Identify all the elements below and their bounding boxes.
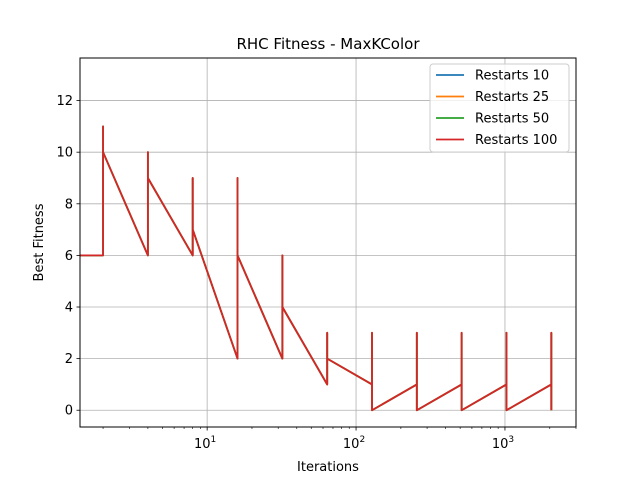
series-lines — [80, 125, 553, 412]
x-tick-base: 10 — [194, 437, 211, 452]
x-axis-label: Iterations — [297, 460, 359, 475]
y-tick-label: 4 — [65, 301, 73, 316]
y-tick-label: 8 — [65, 197, 73, 212]
y-tick-label: 2 — [65, 352, 73, 367]
x-tick-exponent: 3 — [508, 435, 514, 445]
series-line — [80, 125, 553, 412]
x-tick-exponent: 1 — [211, 435, 217, 445]
y-axis-label: Best Fitness — [32, 203, 47, 281]
plot-frame — [79, 57, 577, 428]
y-tick-label: 10 — [56, 146, 73, 161]
y-tick-label: 6 — [65, 249, 73, 264]
y-tick-label: 12 — [56, 94, 73, 109]
legend-label: Restarts 50 — [475, 112, 549, 127]
legend-box — [429, 63, 570, 153]
y-tick-label: 0 — [65, 404, 73, 419]
legend: Restarts 10 Restarts 25 Restarts 50 Restart… — [429, 63, 570, 153]
legend-label: Restarts 10 — [475, 69, 549, 84]
x-tick-base: 10 — [343, 437, 360, 452]
x-tick-label: 102 — [343, 435, 365, 452]
x-tick-exponent: 2 — [359, 435, 365, 445]
legend-label: Restarts 100 — [475, 133, 557, 148]
chart-title: RHC Fitness - MaxKColor — [236, 35, 420, 53]
legend-label: Restarts 25 — [475, 90, 549, 105]
x-tick-label: 101 — [194, 435, 216, 452]
x-tick-base: 10 — [492, 437, 509, 452]
x-tick-label: 103 — [492, 435, 514, 452]
